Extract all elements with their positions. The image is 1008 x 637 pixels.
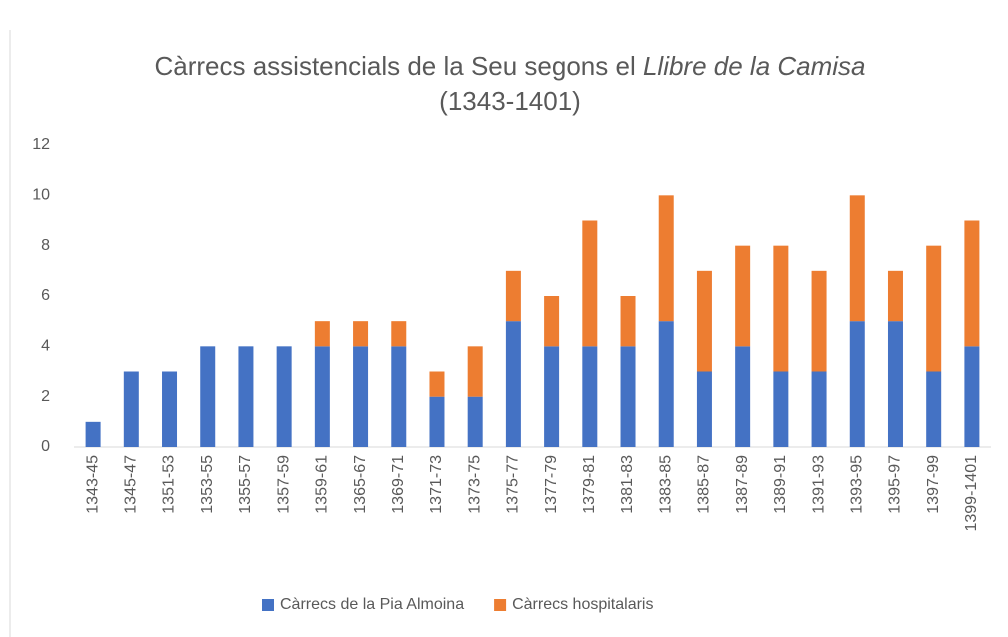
x-tick-label: 1373-75 (466, 455, 483, 514)
bar-segment (544, 346, 560, 447)
chart-title: Càrrecs assistencials de la Seu segons e… (154, 51, 865, 81)
title-part: Llibre de la Camisa (643, 51, 866, 81)
x-tick-label: 1359-61 (314, 455, 331, 514)
bar-segment (887, 270, 903, 322)
bar-segment (238, 346, 254, 447)
x-tick-label: 1365-67 (352, 455, 369, 514)
bar-segment (964, 346, 980, 447)
bar-segment (353, 346, 369, 447)
x-tick-label: 1345-47 (123, 455, 140, 514)
bar-segment (964, 220, 980, 347)
x-tick-label: 1385-87 (696, 455, 713, 514)
x-tick-label: 1387-89 (734, 455, 751, 514)
legend-swatch (262, 599, 274, 611)
bar-segment (314, 321, 330, 347)
x-tick-label: 1399-1401 (963, 455, 980, 532)
x-tick-label: 1377-79 (543, 455, 560, 514)
y-tick-label: 4 (41, 338, 50, 355)
x-tick-label: 1389-91 (772, 455, 789, 514)
y-tick-label: 8 (41, 237, 50, 254)
bar-segment (429, 396, 445, 447)
legend-label: Càrrecs hospitalaris (512, 596, 653, 613)
x-tick-label: 1381-83 (619, 455, 636, 514)
bar-segment (926, 371, 942, 447)
bar-segment (849, 195, 865, 322)
bar-segment (658, 195, 674, 322)
bar-segment (353, 321, 369, 347)
y-tick-label: 10 (32, 187, 50, 204)
bar-segment (162, 371, 178, 447)
x-tick-label: 1371-73 (428, 455, 445, 514)
x-tick-label: 1355-57 (237, 455, 254, 514)
bar-segment (926, 245, 942, 372)
x-tick-label: 1395-97 (887, 455, 904, 514)
bar-segment (696, 371, 712, 447)
bar-segment (620, 346, 636, 447)
bar-segment (467, 346, 483, 397)
legend-label: Càrrecs de la Pia Almoina (280, 596, 464, 613)
bar-segment (276, 346, 292, 447)
x-tick-label: 1391-93 (810, 455, 827, 514)
bar-segment (658, 321, 674, 447)
bar-segment (849, 321, 865, 447)
bar-segment (735, 346, 751, 447)
chart-title: (1343-1401) (439, 86, 581, 116)
bar-segment (811, 270, 827, 372)
bar-segment (544, 296, 560, 347)
bar-segment (505, 321, 521, 447)
bar-segment (811, 371, 827, 447)
x-tick-label: 1397-99 (925, 455, 942, 514)
bar-segment (887, 321, 903, 447)
bar-segment (696, 270, 712, 372)
x-tick-label: 1351-53 (161, 455, 178, 514)
x-tick-label: 1393-95 (848, 455, 865, 514)
bar-segment (773, 371, 789, 447)
bar-segment (123, 371, 139, 447)
legend-swatch (494, 599, 507, 611)
title-part: Càrrecs assistencials de la Seu segons e… (154, 51, 642, 81)
bar-segment (429, 371, 445, 397)
bar-segment (467, 396, 483, 447)
bar-segment (391, 321, 407, 347)
bar-segment (85, 421, 101, 447)
bar-segment (620, 296, 636, 347)
bar-segment (735, 245, 751, 347)
bar-segment (314, 346, 330, 447)
bar-segment (200, 346, 216, 447)
x-tick-label: 1383-85 (657, 455, 674, 514)
x-tick-label: 1379-81 (581, 455, 598, 514)
x-tick-label: 1375-77 (505, 455, 522, 514)
x-tick-label: 1357-59 (275, 455, 292, 514)
y-tick-label: 2 (41, 388, 50, 405)
x-tick-label: 1369-71 (390, 455, 407, 514)
y-tick-label: 0 (41, 438, 50, 455)
x-tick-label: 1353-55 (199, 455, 216, 514)
x-tick-label: 1343-45 (84, 455, 101, 514)
bar-segment (391, 346, 407, 447)
bar-segment (582, 346, 598, 447)
y-tick-label: 12 (32, 136, 50, 153)
bar-segment (773, 245, 789, 372)
y-tick-label: 6 (41, 287, 50, 304)
bar-segment (582, 220, 598, 347)
bar-segment (505, 270, 521, 322)
